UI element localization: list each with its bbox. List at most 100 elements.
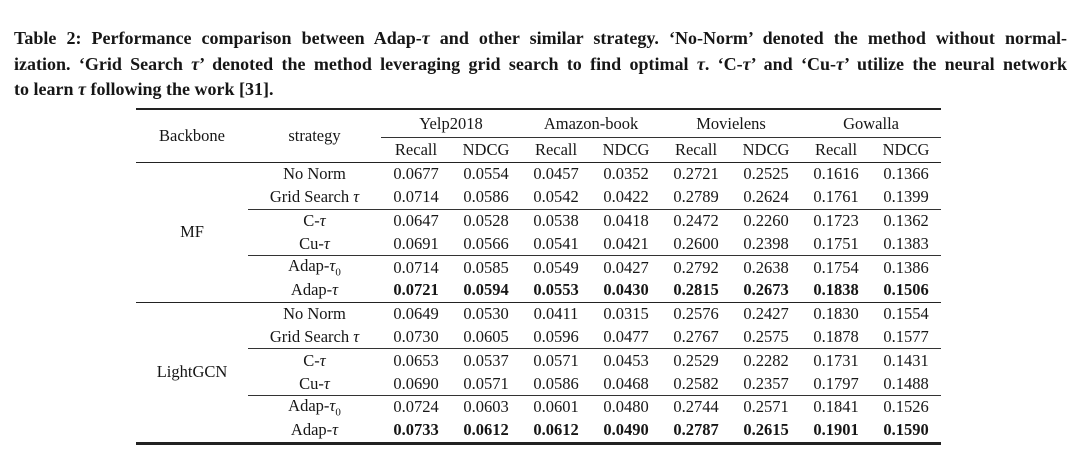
header-row-datasets: Backbone strategy Yelp2018 Amazon-book M… [136,109,942,163]
metric-value: 0.0714 [393,187,439,207]
header-row-metrics: Recall NDCG Recall NDCG Recall NDCG Reca… [136,137,942,163]
metric-value: 0.0430 [603,280,649,300]
metric-value: 0.0653 [381,348,451,373]
metric-value: 0.2600 [673,233,719,253]
metric-value: 0.0690 [393,373,439,393]
metric-value: 0.0612 [463,420,509,440]
metric-value: 0.2472 [661,208,732,233]
metric-value: 0.1731 [801,348,872,373]
metric-value: 0.2615 [743,420,789,440]
metric-value: 0.0724 [381,394,451,419]
metric-value: 0.1838 [813,280,859,300]
metric-value: 0.2721 [673,164,719,184]
metric-value: 0.1723 [801,208,872,233]
metric-value: 0.1751 [813,233,859,253]
metric-value: 0.1431 [871,348,942,373]
metric-value: 0.0553 [533,280,579,300]
header-metric-ndcg-yelp2018: NDCG [451,137,522,163]
strategy-label: Adap-τ [290,420,339,440]
strategy-label: Adap-τ0 [248,255,381,279]
header-metric-ndcg-movielens: NDCG [731,137,802,163]
metric-value: 0.0586 [533,373,579,393]
strategy-label: Adap-τ [290,280,339,300]
metric-value: 0.1901 [813,420,859,440]
metric-value: 0.2398 [743,233,789,253]
metric-value: 0.0603 [451,394,522,419]
metric-value: 0.1526 [871,394,942,419]
header-metric-recall-amazon-book: Recall [521,137,592,163]
row-mf-c-τ: C-τ 0.0647 0.0528 0.0538 0.0418 0.2472 0.2260 0… [136,208,942,233]
metric-value: 0.1754 [801,255,872,279]
strategy-label: Grid Search τ [269,187,360,207]
metric-value: 0.0586 [463,187,509,207]
metric-value: 0.0480 [591,394,662,419]
metric-value: 0.0585 [451,255,522,279]
metric-value: 0.2815 [673,280,719,300]
backbone-label-lightgcn: LightGCN [136,301,248,444]
metric-value: 0.1386 [871,255,942,279]
header-metric-ndcg-amazon-book: NDCG [591,137,662,163]
caption-line-1: Table 2: Performance comparison between … [14,28,1068,48]
strategy-label: No Norm [283,164,346,184]
backbone-label-mf: MF [180,222,204,242]
caption-line-3: to learn τ following the work [31]. [14,79,274,99]
metric-value: 0.2638 [731,255,802,279]
metric-value: 0.0677 [393,164,439,184]
strategy-label: Cu-τ [299,373,330,393]
strategy-label: Cu-τ [299,233,330,253]
row-lightgcn-no-norm: LightGCN No Norm 0.0649 0.0530 0.0411 0.0315 0… [136,301,942,444]
row-mf-adap-τ: Adap-τ 0.0721 0.0594 0.0553 0.0430 0.2815 0.26… [136,279,941,302]
table-caption: Table 2: Performance comparison between … [14,26,1067,103]
metric-value: 0.1577 [883,326,929,346]
metric-value: 0.1830 [801,301,872,326]
row-mf-grid-search-τ: Grid Search τ 0.0714 0.0586 0.0542 0.0422 0.2… [136,186,941,209]
metric-value: 0.2744 [661,394,732,419]
row-lightgcn-cu-τ: Cu-τ 0.0690 0.0571 0.0586 0.0468 0.2582 0.2357… [136,372,941,395]
metric-value: 0.0566 [463,233,509,253]
metric-value: 0.0477 [603,326,649,346]
metric-value: 0.2525 [743,164,789,184]
metric-value: 0.1366 [883,164,929,184]
strategy-label: C-τ [248,348,381,373]
metric-value: 0.0596 [533,326,579,346]
metric-value: 0.0421 [603,233,649,253]
row-mf-no-norm: MF No Norm 0.0677 0.0554 0.0457 0.0352 0.2721 0… [136,163,941,241]
metric-value: 0.2357 [743,373,789,393]
metric-value: 0.0418 [591,208,662,233]
header-dataset-amazon-book: Amazon-book [521,109,662,138]
metric-value: 0.0721 [393,280,439,300]
strategy-label: Grid Search τ [269,326,360,346]
metric-value: 0.2529 [661,348,732,373]
metric-value: 0.1399 [883,187,929,207]
metric-value: 0.2582 [673,373,719,393]
strategy-label: No Norm [248,301,381,326]
header-metric-recall-movielens: Recall [661,137,732,163]
metric-value: 0.0457 [533,164,579,184]
metric-value: 0.0714 [381,255,451,279]
metric-value: 0.1488 [883,373,929,393]
header-dataset-gowalla: Gowalla [801,109,942,138]
metric-value: 0.0605 [463,326,509,346]
metric-value: 0.1362 [871,208,942,233]
metric-value: 0.0571 [521,348,592,373]
row-lightgcn-c-τ: C-τ 0.0653 0.0537 0.0571 0.0453 0.2529 0.2282 0… [136,348,942,373]
metric-value: 0.1616 [813,164,859,184]
metric-value: 0.0541 [533,233,579,253]
row-mf-adap-τ₀: Adap-τ0 0.0714 0.0585 0.0549 0.0427 0.2792 0.2… [136,255,942,279]
metric-value: 0.0352 [603,164,649,184]
metric-value: 0.2427 [731,301,802,326]
header-dataset-movielens: Movielens [661,109,802,138]
metric-value: 0.0427 [591,255,662,279]
row-lightgcn-adap-τ₀: Adap-τ0 0.0724 0.0603 0.0601 0.0480 0.2744 0.2… [136,394,942,419]
caption-line-2: ization. ‘Grid Search τ’ denoted the met… [14,53,1068,74]
metric-value: 0.0549 [521,255,592,279]
metric-value: 0.0612 [533,420,579,440]
header-dataset-yelp2018: Yelp2018 [381,109,522,138]
metric-value: 0.1554 [871,301,942,326]
metric-value: 0.2282 [731,348,802,373]
metric-value: 0.2624 [743,187,789,207]
metric-value: 0.0649 [381,301,451,326]
metric-value: 0.2792 [661,255,732,279]
metric-value: 0.0647 [381,208,451,233]
metric-value: 0.0730 [393,326,439,346]
